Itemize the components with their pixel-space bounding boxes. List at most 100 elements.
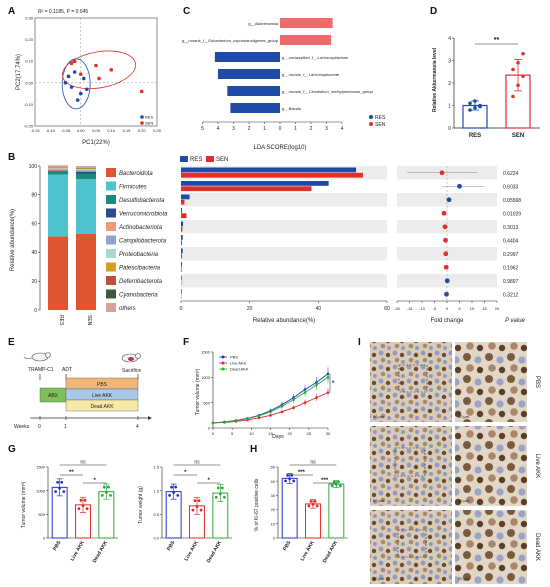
scale-right-live: 20 μm xyxy=(458,498,470,503)
pcoa-ytick: -0.10 xyxy=(24,102,34,107)
g2-point xyxy=(214,495,218,499)
lda-bar-res xyxy=(214,52,280,62)
h-point xyxy=(332,480,336,484)
legend-label: others xyxy=(119,306,136,312)
akk-xtick: RES xyxy=(469,133,481,139)
growth-legend: PBS Live AKK Dead AKK xyxy=(219,355,249,372)
panel-label-e: E xyxy=(8,337,15,348)
lda-bar-sen xyxy=(280,18,333,28)
growth-xtick: 15 xyxy=(268,431,273,436)
stack-seg-sen xyxy=(76,170,96,172)
lda-xtick: 3 xyxy=(232,126,235,132)
pcoa-point-res xyxy=(72,70,77,74)
legend-swatch-res xyxy=(180,156,188,162)
ihc-row-pbs: 50 μm 20 μm PBS xyxy=(370,342,540,422)
legend-label-pbs: PBS xyxy=(230,355,238,360)
fold-change-plot: 0.6224 0.6033 0.05568 0.01029 0.3013 0.4404 0.… xyxy=(394,166,521,311)
pcoa-xlabel: PC1(22%) xyxy=(82,140,110,146)
lda-legend: RES SEN xyxy=(369,115,386,128)
g1-ytick: 500 xyxy=(38,512,45,517)
stacked-bar-plot: 0 20 40 60 80 100 RES SEN xyxy=(29,164,96,326)
akk-ytick: 0 xyxy=(448,126,451,132)
week-1: 1 xyxy=(64,424,67,430)
scale-left-dead: 50 μm xyxy=(373,576,385,581)
lda-xtick: 1 xyxy=(263,126,266,132)
legend-swatch-sen xyxy=(369,122,373,126)
pcoa-point-sen xyxy=(109,68,114,72)
legend-swatch xyxy=(106,235,116,245)
ihc-image-live-high xyxy=(455,426,527,506)
g2-ylabel: Tumor weight (g) xyxy=(138,486,144,524)
h-xtick: Live AKK xyxy=(300,540,316,562)
growth-point xyxy=(315,396,318,399)
pcoa-point-res xyxy=(69,85,74,89)
fold-point xyxy=(444,278,450,284)
g2-point xyxy=(199,508,203,512)
legend-swatch xyxy=(106,249,116,258)
g2-point xyxy=(220,486,224,490)
fold-point xyxy=(444,291,449,297)
scale-left-live: 50 μm xyxy=(373,498,385,503)
stack-ytick: 40 xyxy=(31,250,37,256)
fold-point xyxy=(446,197,452,203)
pcoa-point-res xyxy=(78,91,83,96)
growth-plot: 0 500 1000 1500 0 5 10 15 20 25 30 * xyxy=(201,350,335,436)
h-point xyxy=(288,477,292,481)
g1-point xyxy=(62,490,66,494)
g2-xtick: Live AKK xyxy=(184,540,200,562)
abundance-bar-res xyxy=(181,167,357,173)
abundance-bar-sen xyxy=(181,199,185,205)
fold-xtick: -5 xyxy=(433,306,437,311)
abundance-row-bg xyxy=(181,274,387,288)
fold-pvalue: 0.3013 xyxy=(503,225,519,231)
legend-label-sen: SEN xyxy=(375,122,386,128)
panel-label-b: B xyxy=(8,152,15,163)
week-4: 4 xyxy=(136,424,139,430)
g1-sig: ** xyxy=(69,470,74,476)
growth-point xyxy=(257,414,261,418)
lda-label: g__norank_f__Lachnospiraceae xyxy=(282,72,340,77)
ihc-image-dead-low xyxy=(370,510,452,584)
stack-seg-res xyxy=(48,168,68,170)
ihc-row-label-pbs: PBS xyxy=(534,376,540,388)
fold-pvalue: 0.4404 xyxy=(503,238,519,244)
legend-label: Firmicutes xyxy=(119,185,147,191)
lda-bar-res xyxy=(230,103,280,113)
abundance-bar-sen xyxy=(181,226,183,232)
akk-point xyxy=(468,101,472,106)
akk-ytick: 3 xyxy=(448,58,451,64)
legend-label: Cyanobacteria xyxy=(119,293,158,299)
lda-bar-res xyxy=(218,69,280,79)
growth-ytick: 1500 xyxy=(201,350,211,355)
h-point xyxy=(330,484,334,488)
pcoa-xtick: -0.15 xyxy=(30,128,40,133)
abundance-bar-res xyxy=(181,275,182,281)
stack-xtick: RES xyxy=(58,315,64,326)
h-point xyxy=(313,499,317,503)
stack-seg-sen xyxy=(76,169,96,170)
pcoa-ytick: 0.30 xyxy=(25,16,34,21)
legend-label-res: RES xyxy=(145,115,154,120)
growth-point xyxy=(315,383,318,387)
akk-point xyxy=(521,51,525,56)
fold-pvalue: 0.6224 xyxy=(503,171,519,177)
pcoa-point-sen xyxy=(72,59,77,63)
abundance-xtick: 40 xyxy=(316,306,322,312)
akk-ytick: 1 xyxy=(448,103,451,109)
group-label-dead: Dead AKK xyxy=(90,404,114,410)
growth-ytick: 1000 xyxy=(201,375,211,380)
g1-point xyxy=(104,490,108,494)
legend-label: Verrucomicrobiota xyxy=(119,212,168,218)
lda-label: g__norank_f__Clostridium_methylpentosum_… xyxy=(282,89,373,94)
akk-point xyxy=(516,60,520,65)
g1-xtick: PBS xyxy=(52,539,63,551)
panel-g-tumor-weight: 0.0 0.5 1.0 1.5 PBS Live AKK Dead AKK * * ns xyxy=(153,460,232,564)
ihc-image-pbs-low xyxy=(370,342,452,422)
growth-point xyxy=(292,398,295,401)
ihc-row-label-dead: Dead AKK xyxy=(534,533,540,561)
pcoa-point-res xyxy=(75,98,80,102)
akk-point xyxy=(511,67,515,72)
growth-ytick: 0 xyxy=(208,426,211,431)
abundance-xtick: 0 xyxy=(180,306,183,312)
